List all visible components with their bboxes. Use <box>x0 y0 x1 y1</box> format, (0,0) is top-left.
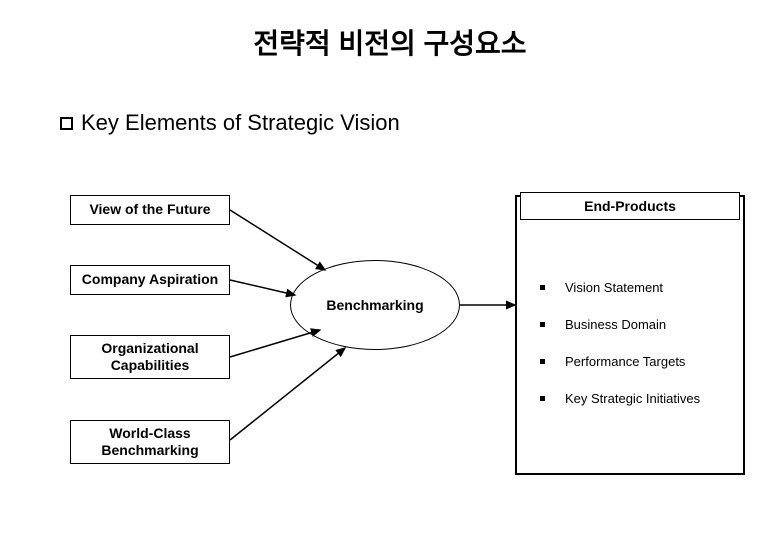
left-box-3: World-Class Benchmarking <box>70 420 230 464</box>
bullet-dot-icon <box>540 396 545 401</box>
arrow-1 <box>230 280 295 295</box>
bullet-item-1: Business Domain <box>540 317 700 332</box>
arrow-0 <box>230 210 325 270</box>
bullet-dot-icon <box>540 359 545 364</box>
end-products-header: End-Products <box>520 192 740 220</box>
bullet-item-0: Vision Statement <box>540 280 700 295</box>
bullet-item-3: Key Strategic Initiatives <box>540 391 700 406</box>
benchmarking-ellipse: Benchmarking <box>290 260 460 350</box>
bullet-text: Vision Statement <box>565 280 663 295</box>
end-products-list: Vision Statement Business Domain Performan… <box>540 280 700 428</box>
subtitle-text: Key Elements of Strategic Vision <box>81 110 400 136</box>
bullet-dot-icon <box>540 285 545 290</box>
bullet-dot-icon <box>540 322 545 327</box>
benchmarking-label: Benchmarking <box>326 297 423 313</box>
bullet-text: Business Domain <box>565 317 666 332</box>
page-title: 전략적 비전의 구성요소 <box>0 22 780 62</box>
square-bullet-icon <box>60 117 73 130</box>
bullet-item-2: Performance Targets <box>540 354 700 369</box>
left-box-1: Company Aspiration <box>70 265 230 295</box>
arrow-3 <box>230 348 345 440</box>
left-box-2: Organizational Capabilities <box>70 335 230 379</box>
arrow-2 <box>230 330 320 357</box>
bullet-text: Key Strategic Initiatives <box>565 391 700 406</box>
end-products-label: End-Products <box>584 198 676 214</box>
left-box-0: View of the Future <box>70 195 230 225</box>
bullet-text: Performance Targets <box>565 354 685 369</box>
subtitle-row: Key Elements of Strategic Vision <box>60 110 400 136</box>
